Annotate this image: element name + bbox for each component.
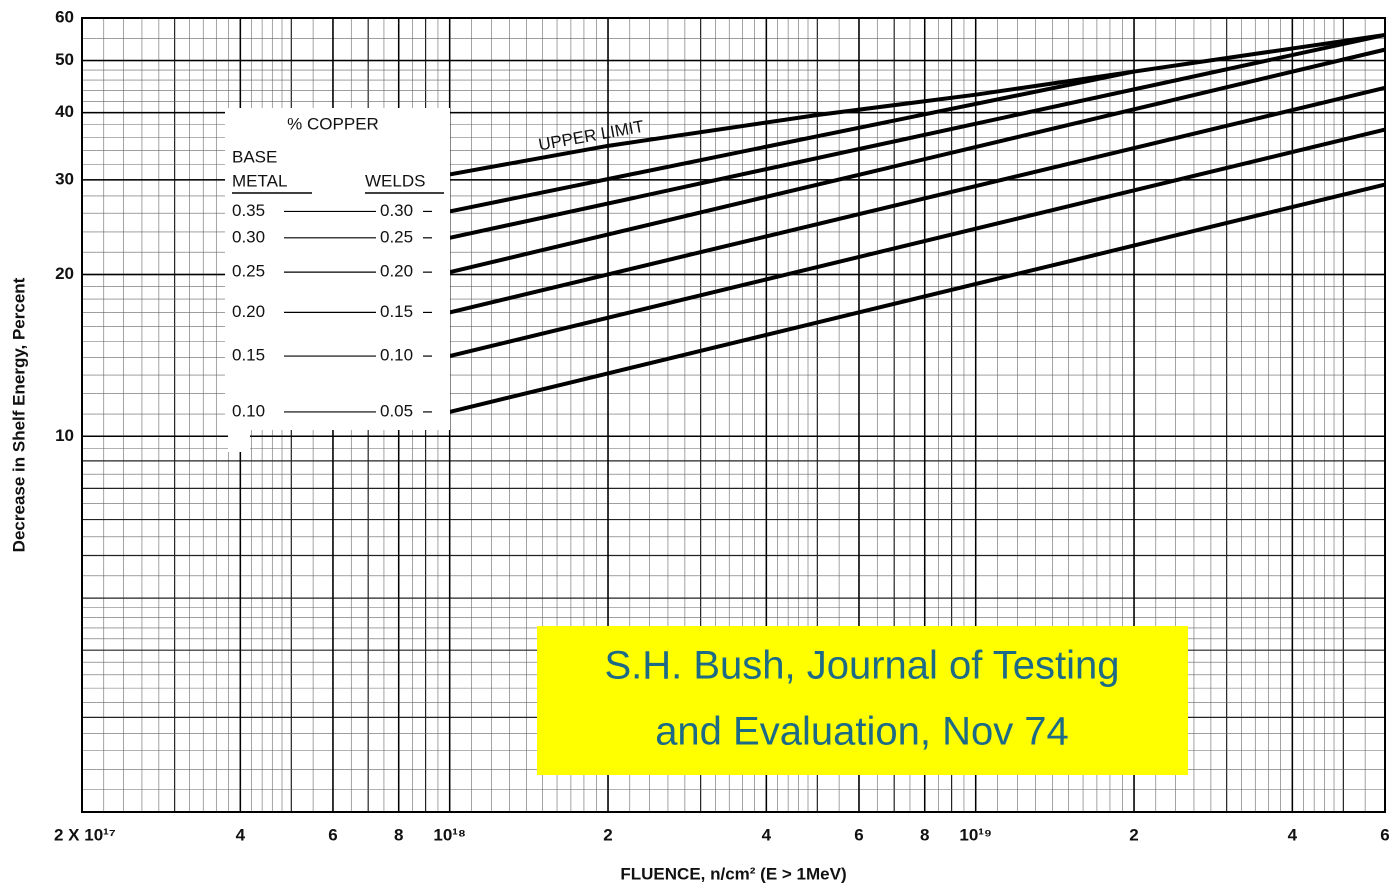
annotation-text: and Evaluation, Nov 74 (655, 710, 1069, 754)
x-tick-label: 2 (1129, 825, 1138, 844)
legend-base: 0.10 (232, 401, 265, 420)
x-tick-label: 10¹⁸ (433, 825, 466, 844)
x-tick-label: 8 (920, 825, 929, 844)
legend-welds: 0.25 (380, 227, 413, 246)
annotation-box (537, 626, 1188, 775)
y-tick-label: 50 (55, 50, 74, 69)
x-axis-title: FLUENCE, n/cm² (E > 1MeV) (620, 864, 846, 883)
legend-notch (228, 430, 250, 452)
legend-welds: 0.15 (380, 302, 413, 321)
x-tick-label: 6 (854, 825, 863, 844)
y-tick-label: 20 (55, 264, 74, 283)
x-tick-label: 2 X 10¹⁷ (54, 825, 116, 844)
labels: 2 X 10¹⁷ 4 6 8 10¹⁸ 2 4 6 8 10¹⁹ 2 4 6 10 20 30 40 50 60 FL… (9, 7, 1389, 883)
series-line (449, 32, 1386, 240)
legend-base: 0.30 (232, 227, 265, 246)
series-line (449, 127, 1386, 359)
y-tick-label: 40 (55, 102, 74, 121)
legend-welds: 0.30 (380, 201, 413, 220)
marks: UPPER LIMIT (449, 32, 1386, 414)
x-tick-label: 4 (1288, 825, 1298, 844)
series-line (449, 32, 1386, 177)
legend-base: 0.35 (232, 201, 265, 220)
y-tick-label: 30 (55, 169, 74, 188)
series-line (449, 182, 1386, 414)
x-tick-label: 6 (328, 825, 337, 844)
legend-header: METAL (232, 171, 287, 190)
x-tick-label: 10¹⁹ (959, 825, 992, 844)
annotation-text: S.H. Bush, Journal of Testing (604, 644, 1119, 688)
y-axis-title: Decrease in Shelf Energy, Percent (9, 277, 28, 552)
x-tick-label: 2 (603, 825, 612, 844)
legend: % COPPER BASE METAL WELDS 0.35 0.30 0.30 0.25 0.… (225, 108, 450, 452)
x-tick-label: 4 (236, 825, 246, 844)
series-line (449, 85, 1386, 315)
legend-base: 0.25 (232, 262, 265, 281)
legend-title: % COPPER (287, 114, 379, 133)
legend-header: BASE (232, 147, 277, 166)
x-tick-label: 6 (1380, 825, 1389, 844)
legend-welds: 0.20 (380, 262, 413, 281)
legend-welds: 0.10 (380, 346, 413, 365)
y-tick-label: 60 (55, 7, 74, 26)
legend-box (225, 108, 450, 430)
y-tick-label: 10 (55, 426, 74, 445)
x-tick-label: 8 (394, 825, 403, 844)
series-line (449, 69, 1135, 214)
legend-base: 0.15 (232, 346, 265, 365)
legend-welds: 0.05 (380, 401, 413, 420)
legend-header: WELDS (365, 171, 425, 190)
legend-base: 0.20 (232, 302, 265, 321)
x-tick-label: 4 (762, 825, 772, 844)
series-line (449, 47, 1386, 275)
